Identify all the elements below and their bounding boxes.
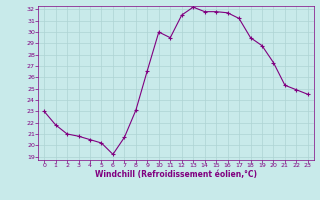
X-axis label: Windchill (Refroidissement éolien,°C): Windchill (Refroidissement éolien,°C) [95,170,257,179]
